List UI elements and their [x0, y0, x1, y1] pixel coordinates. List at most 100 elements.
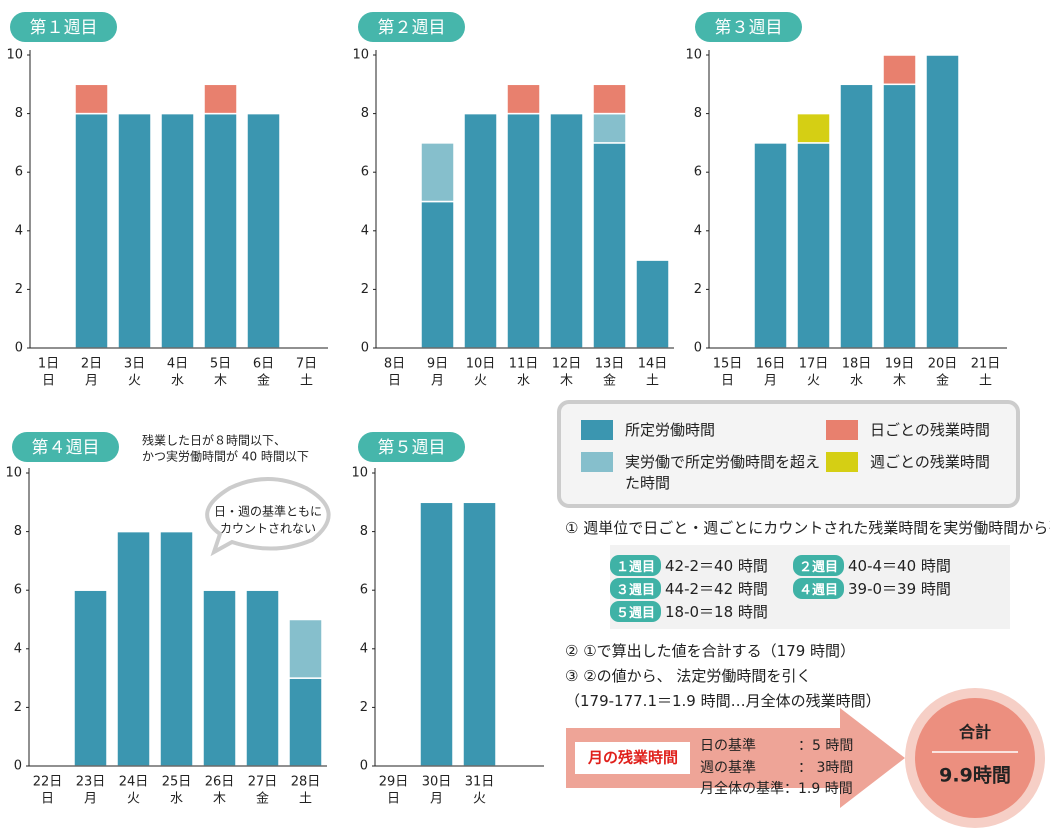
bar-segment [245, 589, 280, 767]
bar-segment [246, 112, 281, 349]
y-tick-label: 0 [15, 341, 23, 356]
calc-item: １週目 42-2＝40 時間 [610, 555, 768, 576]
summary-label-box [575, 742, 690, 774]
bar-segment [420, 200, 455, 349]
bar-segment [635, 259, 670, 349]
x-tick-label: 19日 [885, 357, 915, 372]
y-tick-label: 10 [685, 48, 702, 63]
x-tick-label: 27日 [248, 775, 278, 790]
title-pill [10, 12, 117, 42]
x-tick-label: 29日 [379, 775, 409, 790]
legend-item: 所定労働時間 [581, 420, 715, 441]
legend-swatch [581, 420, 613, 440]
x-weekday-label: 月 [85, 374, 98, 389]
annotation: 残業した日が８時間以下、 [142, 433, 286, 448]
calc-item: ２週目 40-4＝40 時間 [793, 555, 951, 576]
x-weekday-label: 木 [560, 374, 573, 389]
week-pill: １週目 [610, 555, 662, 576]
calc-expr: 39-0＝39 時間 [848, 580, 951, 598]
bar-segment [592, 142, 627, 349]
annotation: かつ実労働時間が 40 時間以下 [142, 449, 309, 464]
title-pill [358, 12, 465, 42]
legend: 所定労働時間 実労働で所定労働時間を超えた時間 日ごとの残業時間 週ごとの残業時… [557, 400, 1020, 508]
x-weekday-label: 土 [979, 374, 992, 389]
x-weekday-label: 日 [41, 792, 54, 807]
x-tick-label: 23日 [76, 775, 106, 790]
step-text: ② ①で算出した値を合計する（179 時間） [565, 642, 856, 660]
step-text: （179-177.1＝1.9 時間…月全体の残業時間） [565, 692, 881, 710]
chart-title: 第４週目 [32, 438, 100, 458]
x-weekday-label: 月 [764, 374, 777, 389]
x-weekday-label: 月 [430, 792, 443, 807]
legend-label: 所定労働時間 [625, 421, 716, 439]
bar-segment [592, 112, 627, 144]
legend-swatch [826, 452, 858, 472]
x-weekday-label: 木 [214, 374, 227, 389]
y-tick-label: 6 [361, 165, 369, 180]
x-tick-label: 28日 [291, 775, 321, 790]
bar-segment [419, 501, 454, 767]
y-tick-label: 4 [694, 223, 702, 238]
summary-row: 月全体の基準：1.9 時間 [700, 780, 853, 797]
y-tick-label: 4 [361, 223, 369, 238]
total-value: 9.9時間 [939, 765, 1011, 787]
callout-bubble [205, 477, 331, 557]
title-pill [12, 432, 119, 462]
y-tick-label: 10 [351, 466, 368, 481]
x-weekday-label: 金 [936, 373, 949, 389]
bar-segment [796, 142, 831, 349]
x-weekday-label: 月 [84, 792, 97, 807]
title-pill [358, 432, 465, 462]
y-tick-label: 10 [5, 466, 22, 481]
chart-title: 第１週目 [30, 18, 98, 38]
x-tick-label: 14日 [638, 357, 668, 372]
x-weekday-label: 火 [474, 374, 487, 389]
calc-expr: 44-2＝42 時間 [665, 580, 768, 598]
x-tick-label: 11日 [509, 357, 539, 372]
callout-text: 日・週の基準ともに [214, 504, 322, 519]
legend-swatch [826, 420, 858, 440]
bar-segment [592, 83, 627, 115]
x-tick-label: 7日 [296, 357, 317, 372]
y-tick-label: 2 [361, 282, 369, 297]
x-weekday-label: 火 [127, 792, 140, 807]
x-weekday-label: 水 [171, 374, 184, 389]
x-weekday-label: 月 [431, 374, 444, 389]
y-tick-label: 2 [360, 700, 368, 715]
x-weekday-label: 火 [807, 374, 820, 389]
bar-segment [882, 83, 917, 349]
bar-segment [203, 83, 238, 115]
x-tick-label: 3日 [124, 357, 145, 372]
x-tick-label: 12日 [552, 357, 582, 372]
x-weekday-label: 土 [646, 374, 659, 389]
bar-segment [796, 112, 831, 144]
y-tick-label: 8 [361, 106, 369, 121]
summary-row: 週の基準 ： 3時間 [700, 759, 853, 776]
chart-title: 第２週目 [378, 18, 446, 38]
bar-segment [74, 83, 109, 115]
bar-segment [462, 501, 497, 767]
y-tick-label: 6 [15, 165, 23, 180]
x-tick-label: 22日 [33, 775, 63, 790]
y-tick-label: 6 [14, 583, 22, 598]
bar-segment [288, 618, 323, 679]
x-weekday-label: 木 [213, 792, 226, 807]
x-tick-label: 5日 [210, 357, 231, 372]
title-pill [695, 12, 802, 42]
week-pill: ４週目 [793, 578, 845, 599]
x-tick-label: 10日 [466, 357, 496, 372]
x-tick-label: 31日 [465, 775, 495, 790]
bar-segment [159, 530, 194, 767]
legend-label: 週ごとの残業時間 [870, 453, 990, 471]
calc-item: ４週目 39-0＝39 時間 [793, 578, 951, 599]
x-weekday-label: 土 [299, 792, 312, 807]
x-tick-label: 6日 [253, 357, 274, 372]
x-weekday-label: 日 [42, 374, 55, 389]
x-weekday-label: 火 [128, 374, 141, 389]
y-tick-label: 8 [360, 524, 368, 539]
bar-segment [506, 112, 541, 349]
calc-item: ５週目 18-0＝18 時間 [610, 601, 768, 622]
bar-segment [116, 530, 151, 767]
calc-item: ３週目 44-2＝42 時間 [610, 578, 768, 599]
x-weekday-label: 水 [170, 792, 183, 807]
